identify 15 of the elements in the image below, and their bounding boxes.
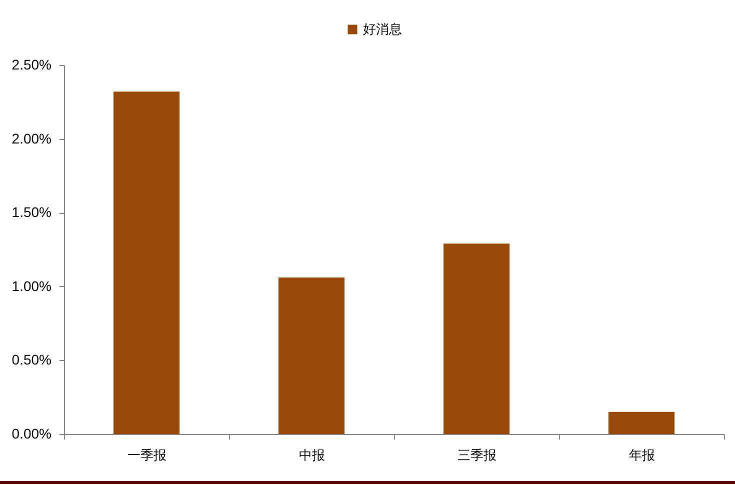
bar <box>444 244 510 434</box>
x-tick-label: 三季报 <box>458 448 496 462</box>
y-tick-label: 2.50% <box>12 56 52 72</box>
y-tick-label: 1.50% <box>12 204 52 220</box>
y-tick-label: 2.00% <box>12 130 52 146</box>
x-tick-label: 中报 <box>299 448 325 462</box>
bar <box>608 412 674 434</box>
legend-label: 好消息 <box>363 22 402 36</box>
bar <box>114 92 180 434</box>
y-tick-label: 0.00% <box>12 426 52 442</box>
y-tick-label: 1.00% <box>12 278 52 294</box>
bar <box>278 278 344 434</box>
x-tick-label: 一季报 <box>128 448 166 462</box>
x-tick-label: 年报 <box>629 448 655 462</box>
y-tick-label: 0.50% <box>12 352 52 368</box>
